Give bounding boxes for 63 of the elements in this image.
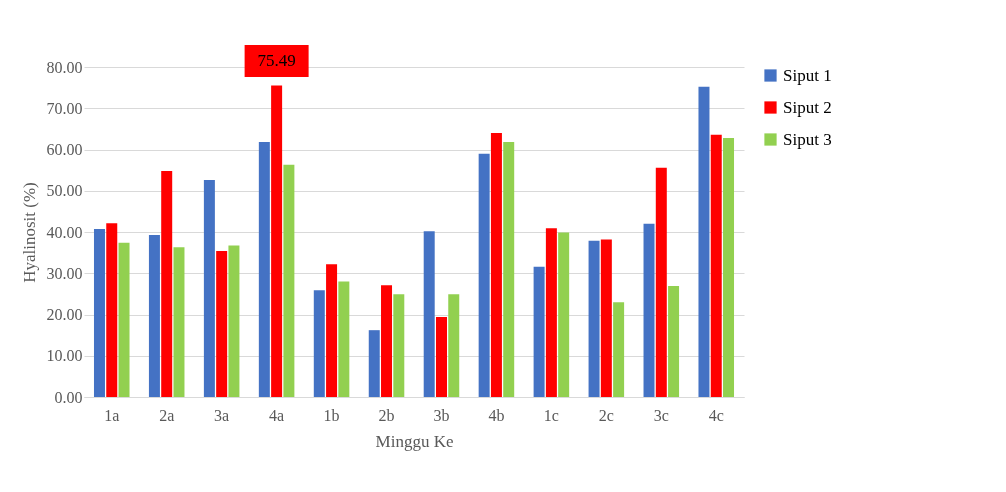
x-tick-label: 4a bbox=[269, 406, 285, 424]
bar bbox=[258, 142, 270, 397]
bar bbox=[558, 232, 570, 397]
x-tick-label: 1c bbox=[543, 406, 559, 424]
y-tick-label: 50.00 bbox=[46, 182, 83, 200]
bar bbox=[93, 229, 105, 397]
bar bbox=[423, 231, 435, 397]
y-tick-label: 80.00 bbox=[46, 58, 83, 76]
bar bbox=[723, 137, 735, 397]
legend-label: Siput 1 bbox=[783, 65, 832, 85]
bar bbox=[271, 85, 283, 397]
bar bbox=[668, 286, 680, 397]
bar bbox=[448, 294, 460, 397]
bar bbox=[148, 234, 160, 397]
bar bbox=[655, 167, 667, 397]
x-tick-label: 2b bbox=[378, 406, 395, 424]
bar bbox=[228, 245, 240, 397]
legend-label: Siput 3 bbox=[783, 129, 832, 149]
bar bbox=[368, 330, 380, 397]
bar bbox=[478, 153, 490, 397]
bar bbox=[106, 223, 118, 397]
bar bbox=[283, 164, 295, 397]
bar bbox=[338, 281, 350, 397]
y-tick-label: 20.00 bbox=[46, 306, 83, 323]
bar bbox=[313, 290, 325, 397]
bar bbox=[698, 86, 710, 397]
y-tick-label: 40.00 bbox=[46, 223, 83, 241]
bar bbox=[600, 239, 612, 397]
bar bbox=[173, 247, 185, 397]
y-tick-label: 0.00 bbox=[54, 388, 83, 406]
x-tick-label: 3a bbox=[214, 406, 230, 424]
bar bbox=[503, 142, 515, 397]
x-tick-label: 3c bbox=[653, 406, 669, 424]
bar bbox=[435, 316, 447, 397]
bar bbox=[381, 285, 393, 397]
bar bbox=[326, 264, 338, 397]
bar bbox=[161, 170, 173, 397]
y-tick-label: 60.00 bbox=[46, 141, 83, 158]
y-tick-label: 30.00 bbox=[46, 264, 83, 282]
legend-label: Siput 2 bbox=[783, 97, 832, 117]
bar bbox=[533, 266, 545, 397]
data-label: 75.49 bbox=[257, 51, 296, 70]
x-tick-label: 4b bbox=[488, 406, 505, 424]
y-tick-label: 10.00 bbox=[46, 347, 83, 365]
x-tick-label: 2c bbox=[598, 406, 614, 424]
y-axis-title: Hyalinosit (%) bbox=[19, 182, 39, 283]
bar bbox=[393, 294, 405, 397]
x-tick-label: 3b bbox=[433, 406, 450, 424]
bar bbox=[118, 242, 130, 397]
x-tick-label: 4c bbox=[708, 406, 724, 424]
bar bbox=[643, 223, 655, 397]
x-tick-label: 2a bbox=[159, 406, 175, 424]
x-tick-label: 1b bbox=[323, 406, 340, 424]
y-tick-label: 70.00 bbox=[46, 99, 83, 117]
bar bbox=[588, 240, 600, 397]
x-tick-label: 1a bbox=[104, 406, 120, 424]
bar bbox=[203, 180, 215, 397]
bar bbox=[613, 302, 625, 397]
bar bbox=[216, 250, 228, 397]
bar bbox=[490, 133, 502, 397]
bar bbox=[710, 134, 722, 397]
x-axis-title: Minggu Ke bbox=[375, 431, 454, 451]
bar bbox=[545, 228, 557, 397]
